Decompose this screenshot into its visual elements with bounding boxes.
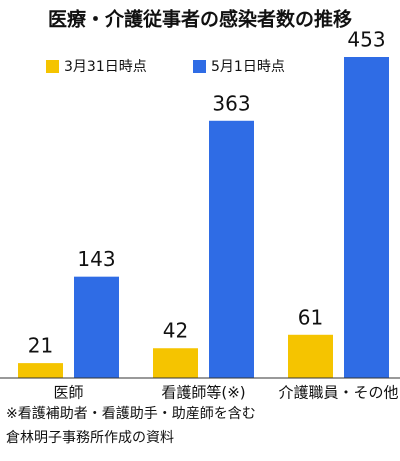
chart-title: 医療・介護従事者の感染者数の推移: [48, 8, 352, 31]
value-label: 453: [347, 28, 385, 52]
legend-swatch: [193, 60, 206, 73]
bar: [209, 120, 254, 378]
value-label: 143: [77, 247, 115, 271]
note: ※看護補助者・看護助手・助産師を含む: [6, 406, 256, 422]
value-label: 42: [163, 319, 188, 343]
value-label: 21: [28, 334, 53, 358]
legend-label: 5月1日時点: [211, 59, 285, 75]
bar: [288, 334, 333, 378]
value-label: 363: [212, 91, 250, 115]
bar: [153, 348, 198, 378]
value-label: 61: [298, 305, 323, 329]
x-tick-label: 介護職員・その他: [278, 384, 398, 402]
bar: [18, 363, 63, 378]
x-tick-label: 看護師等(※): [161, 384, 245, 402]
bar: [74, 276, 119, 378]
x-tick-label: 医師: [53, 384, 83, 402]
legend-label: 3月31日時点: [64, 59, 147, 75]
legend-swatch: [46, 60, 59, 73]
bar: [344, 57, 389, 378]
source: 倉林明子事務所作成の資料: [6, 430, 174, 446]
